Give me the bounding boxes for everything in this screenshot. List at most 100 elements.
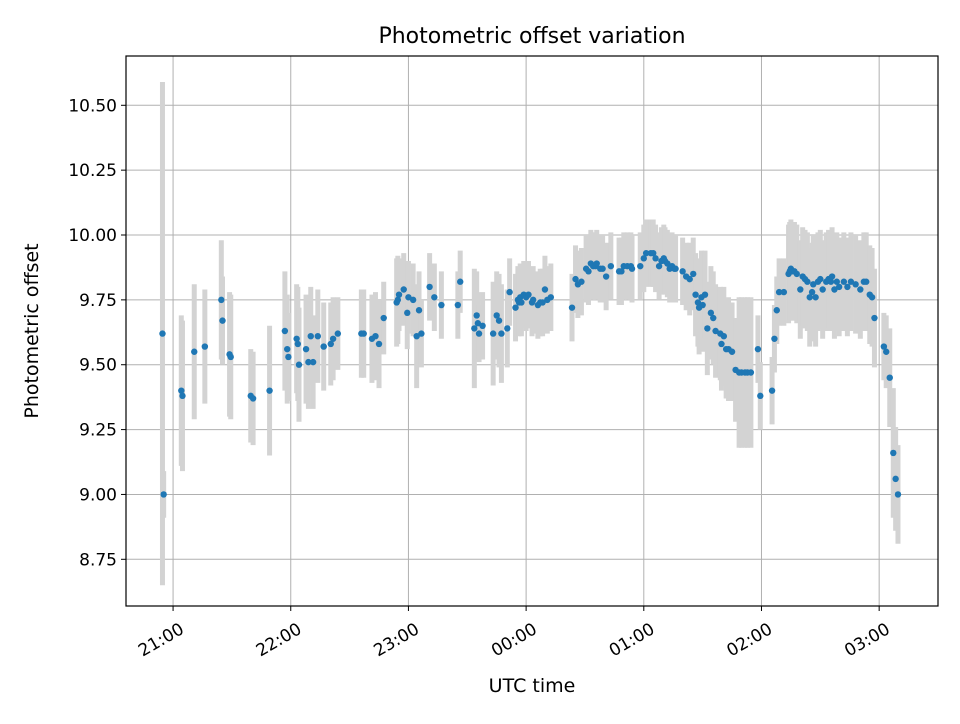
data-point (704, 325, 711, 332)
data-point (835, 283, 843, 291)
data-point (886, 374, 893, 381)
data-point (747, 369, 755, 376)
data-point (295, 361, 303, 368)
data-point (827, 278, 835, 285)
y-tick-label: 9.00 (79, 485, 117, 505)
data-point (694, 299, 702, 306)
data-point (840, 278, 848, 285)
data-point (201, 343, 209, 350)
data-point (828, 273, 836, 280)
data-point (607, 262, 615, 270)
data-point (771, 335, 778, 342)
data-point (819, 286, 826, 293)
data-point (547, 294, 555, 301)
data-point (372, 332, 379, 340)
data-point (664, 260, 671, 267)
data-point (628, 265, 636, 272)
data-point (773, 307, 780, 314)
data-point (431, 294, 438, 301)
data-point (585, 268, 592, 275)
data-point (426, 283, 433, 291)
data-point (404, 309, 411, 317)
data-point (474, 320, 482, 327)
data-point (438, 301, 445, 309)
data-point (218, 296, 225, 304)
data-point (797, 286, 804, 293)
data-point (415, 307, 423, 314)
data-point (655, 262, 663, 270)
data-point (880, 343, 888, 350)
data-point (307, 332, 314, 340)
data-point (498, 330, 505, 337)
data-point (833, 278, 840, 285)
data-point (808, 288, 816, 296)
data-point (178, 387, 185, 394)
data-point (568, 304, 576, 311)
data-point (539, 299, 546, 306)
data-point (712, 327, 719, 335)
data-point (159, 330, 166, 337)
data-point (871, 314, 878, 322)
data-point (701, 291, 709, 298)
data-point (285, 353, 292, 361)
data-point (894, 491, 902, 498)
data-point (768, 387, 776, 394)
data-point (686, 275, 693, 283)
data-point (529, 296, 537, 304)
data-point (294, 340, 302, 348)
data-point (454, 301, 462, 309)
data-point (506, 288, 513, 296)
chart-title: Photometric offset variation (378, 24, 685, 49)
data-point (457, 278, 464, 285)
data-point (847, 278, 855, 285)
data-point (281, 327, 289, 335)
x-axis-label: UTC time (489, 675, 576, 697)
data-point (852, 281, 859, 288)
data-point (707, 309, 715, 317)
data-point (652, 255, 659, 262)
data-point (810, 281, 817, 288)
data-point (775, 288, 783, 296)
data-point (728, 348, 736, 355)
y-tick-label: 8.75 (79, 550, 117, 570)
data-point (475, 330, 483, 337)
data-point (593, 260, 600, 267)
data-point (471, 325, 478, 332)
data-point (793, 270, 800, 278)
data-point (227, 353, 234, 361)
data-point (754, 345, 762, 353)
data-point (863, 278, 870, 285)
y-tick-label: 9.25 (79, 421, 117, 441)
data-point (890, 449, 897, 457)
data-point (249, 395, 257, 402)
data-point (672, 265, 679, 272)
data-point (650, 249, 657, 257)
data-point (831, 286, 838, 293)
grid (126, 56, 938, 606)
data-point (541, 286, 549, 293)
data-point (817, 275, 824, 283)
data-point (405, 294, 412, 301)
data-point (578, 278, 585, 285)
data-point (844, 283, 851, 291)
data-point (309, 358, 317, 366)
data-point (160, 491, 167, 498)
data-point (329, 335, 337, 342)
data-point (394, 296, 402, 304)
data-point (305, 358, 312, 366)
data-point (692, 291, 699, 298)
data-point (857, 286, 864, 293)
data-point (418, 330, 425, 337)
data-point (409, 296, 417, 304)
data-point (618, 268, 625, 275)
data-point (495, 317, 503, 324)
data-point (179, 392, 186, 400)
data-point (479, 322, 486, 330)
data-point (812, 294, 819, 301)
data-point (602, 273, 610, 280)
data-point (334, 330, 342, 337)
y-tick-label: 10.00 (68, 226, 117, 246)
data-point (718, 340, 725, 348)
